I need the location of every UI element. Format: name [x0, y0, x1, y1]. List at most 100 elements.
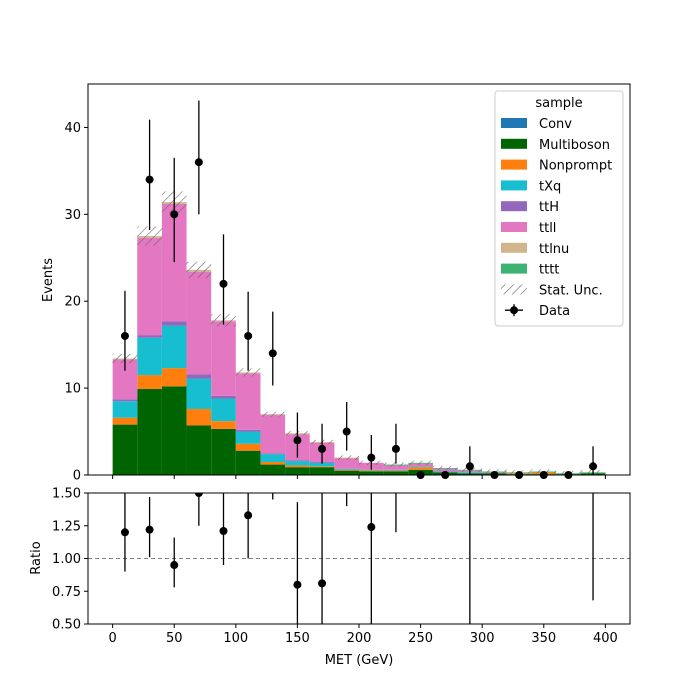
stat-unc-bin-6 [260, 411, 286, 417]
main-y-tick-label: 0 [73, 469, 81, 484]
stat-unc-bin-3 [186, 261, 212, 279]
main-y-ticks: 0 10 20 30 40 [64, 121, 88, 484]
bar-tth-bin-4 [211, 395, 236, 399]
data-point-9 [342, 427, 351, 436]
bar-tth-bin-2 [161, 321, 187, 326]
bar-tth-bin-5 [235, 429, 261, 432]
bar-txq-bin-5 [235, 431, 261, 444]
data-point-0 [120, 331, 129, 340]
ratio-y-tick-label: 0.50 [52, 618, 81, 633]
ratio-point-5 [244, 511, 253, 520]
bar-nonprompt-bin-6 [260, 461, 286, 465]
ratio-point-0 [120, 528, 129, 537]
stacked-histogram [112, 202, 606, 475]
bar-txq-bin-2 [161, 325, 187, 369]
bar-txq-bin-1 [137, 337, 162, 376]
bar-multiboson-bin-5 [235, 450, 261, 475]
legend-label-ttlnu: ttlnu [539, 242, 569, 257]
ratio-point-2 [170, 561, 179, 570]
legend-label-tttt: tttt [539, 263, 559, 278]
bar-multiboson-bin-7 [285, 467, 310, 475]
ratio-point-4 [219, 526, 228, 535]
bar-multiboson-bin-6 [260, 464, 286, 475]
legend-swatch-tttt [501, 263, 527, 274]
bar-nonprompt-bin-1 [137, 375, 162, 389]
bar-tth-bin-1 [137, 335, 162, 338]
ratio-x-tick-label: 100 [223, 631, 248, 646]
bar-ttll-bin-9 [334, 458, 359, 469]
ratio-x-tick-label: 350 [531, 631, 556, 646]
ratio-y-ticks: 0.50 0.75 1.00 1.25 1.50 [52, 487, 88, 633]
main-x-ticks [112, 475, 606, 479]
bar-txq-bin-12 [408, 466, 433, 468]
bar-nonprompt-bin-7 [285, 465, 310, 468]
bar-txq-bin-6 [260, 454, 286, 462]
legend-label-conv: Conv [539, 117, 572, 132]
bar-tth-bin-7 [285, 460, 310, 462]
legend-swatch-tth [501, 201, 527, 212]
bar-nonprompt-bin-12 [408, 467, 433, 470]
ratio-x-tick-label: 50 [166, 631, 183, 646]
bar-ttll-bin-5 [235, 373, 261, 430]
main-y-tick-label: 40 [64, 121, 81, 136]
bar-ttll-bin-4 [211, 321, 236, 396]
ratio-point-3 [194, 493, 203, 497]
bar-tth-bin-6 [260, 453, 286, 455]
bar-nonprompt-bin-4 [211, 421, 236, 429]
legend-label-stat-unc: Stat. Unc. [539, 283, 603, 298]
legend-items: Conv Multiboson Nonprompt tXq ttH ttll ttlnu tt… [501, 117, 612, 319]
bar-txq-bin-7 [285, 461, 310, 466]
bar-ttll-bin-6 [260, 415, 286, 454]
bar-txq-bin-8 [309, 462, 335, 467]
ratio-point-8 [318, 579, 327, 588]
ratio-point-1 [145, 525, 154, 534]
bar-multiboson-bin-10 [359, 471, 384, 475]
ratio-y-tick-label: 0.75 [52, 585, 81, 600]
ratio-x-axis-label: MET (GeV) [325, 653, 394, 668]
ratio-x-ticks: 0 50 100 150 200 250 300 350 400 [108, 624, 618, 646]
bar-ttll-bin-11 [383, 465, 409, 470]
bar-ttll-bin-3 [186, 271, 212, 375]
ratio-x-tick-label: 300 [470, 631, 495, 646]
bar-multiboson-bin-2 [161, 386, 187, 475]
bar-txq-bin-9 [334, 468, 359, 470]
data-point-2 [170, 210, 179, 219]
legend-swatch-txq [501, 180, 527, 191]
legend-label-nonprompt: Nonprompt [539, 159, 612, 174]
bar-ttll-bin-1 [137, 237, 162, 336]
stat-unc-bin-5 [235, 368, 261, 377]
legend-label-data: Data [539, 304, 570, 319]
stat-unc-bin-12 [408, 460, 433, 466]
bar-nonprompt-bin-0 [112, 417, 138, 425]
stat-unc-bin-11 [383, 462, 409, 467]
bar-txq-bin-4 [211, 398, 236, 422]
data-point-5 [244, 331, 253, 340]
legend-label-txq: tXq [539, 179, 561, 194]
legend-swatch-stat-unc [501, 284, 527, 295]
bar-tth-bin-3 [186, 374, 212, 379]
ratio-x-tick-label: 0 [108, 631, 116, 646]
legend-swatch-conv [501, 118, 527, 128]
data-point-14 [465, 462, 474, 471]
data-point-3 [194, 158, 203, 167]
bar-txq-bin-3 [186, 378, 212, 409]
bar-txq-bin-10 [359, 469, 384, 471]
data-point-19 [589, 462, 598, 471]
data-point-4 [219, 279, 228, 288]
main-y-tick-label: 20 [64, 295, 81, 310]
bar-nonprompt-bin-5 [235, 443, 261, 451]
ratio-point-10 [367, 523, 376, 532]
legend-swatch-ttlnu [501, 242, 527, 253]
ratio-x-tick-label: 150 [285, 631, 310, 646]
stat-unc-bin-13 [432, 465, 458, 471]
data-point-10 [367, 453, 376, 462]
bar-nonprompt-bin-8 [309, 466, 335, 468]
data-point-8 [318, 444, 327, 453]
ratio-panel: 0 50 100 150 200 250 300 350 400 0.50 0.75 1.00 1.2… [29, 487, 631, 668]
data-point-1 [145, 175, 154, 184]
data-point-11 [391, 444, 400, 453]
legend-swatch-data [510, 306, 518, 315]
bar-multiboson-bin-0 [112, 424, 138, 475]
legend-label-ttll: ttll [539, 221, 556, 236]
ratio-x-tick-label: 250 [408, 631, 433, 646]
